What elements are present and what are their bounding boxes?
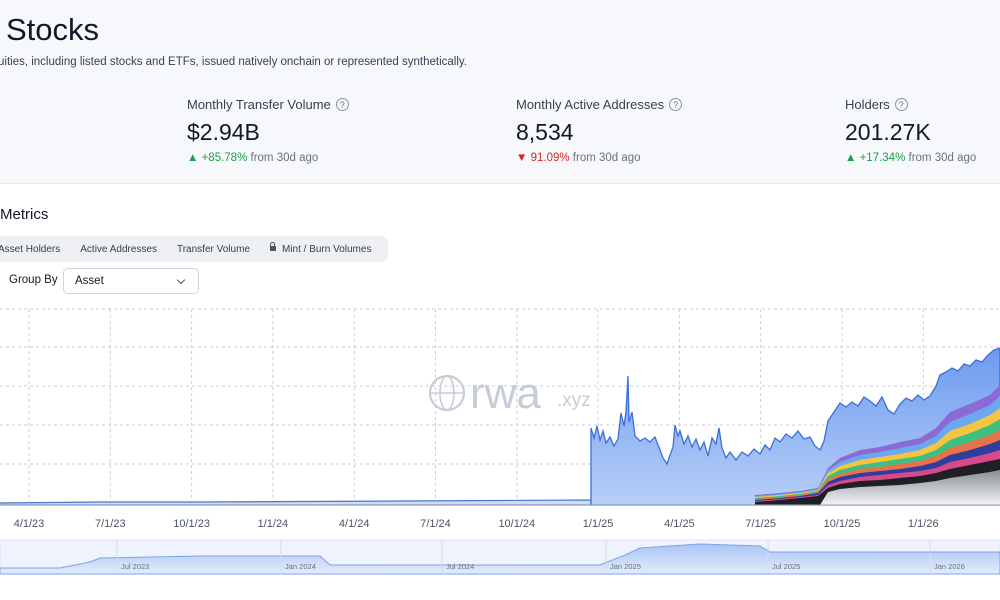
metrics-title: Metrics [0, 206, 49, 223]
help-icon[interactable]: ? [335, 98, 349, 111]
x-tick-label: 10/1/23 [173, 518, 210, 530]
x-tick-label: 1/1/26 [908, 518, 939, 530]
navigator-label: Jan 2024 [285, 562, 316, 571]
x-tick-label: 7/1/24 [420, 518, 451, 530]
tab-transfer-volume[interactable]: Transfer Volume [176, 243, 250, 255]
x-tick-label: 4/1/25 [664, 518, 695, 530]
tab-active-addresses[interactable]: Active Addresses [80, 243, 157, 255]
tab-mint-burn-volumes[interactable]: Mint / Burn Volumes [260, 241, 381, 255]
metrics-tabs: Asset Holders Active Addresses Transfer … [0, 236, 388, 262]
change-percent: ▲ +85.78% [187, 152, 248, 164]
stat-change: ▲ +17.34% from 30d ago [845, 152, 976, 164]
stat-change: ▼ 91.09% from 30d ago [516, 152, 682, 164]
x-tick-label: 10/1/24 [498, 518, 535, 530]
stat-label: Monthly Active Addresses [516, 97, 665, 112]
stacked-asset-bands [755, 385, 1000, 505]
change-suffix: from 30d ago [250, 152, 319, 164]
navigator-label: Jul 2025 [772, 562, 800, 571]
x-tick-label: 10/1/25 [824, 518, 861, 530]
navigator-area [0, 543, 1000, 575]
page-header: Stocks uities, including listed stocks a… [0, 0, 1000, 184]
rwa-watermark: rwa .xyz [428, 369, 591, 418]
help-icon[interactable]: ? [894, 98, 908, 111]
tab-label: Mint / Burn Volumes [281, 243, 372, 255]
range-navigator[interactable]: Jul 2023 Jan 2024 Jul 2024 Jan 2025 Jul 2025… [0, 539, 1000, 575]
stat-label: Holders [845, 97, 890, 112]
group-by-label: Group By [9, 274, 58, 286]
x-axis-ticks: 4/1/23 7/1/23 10/1/23 1/1/24 4/1/24 7/1/24 10/… [14, 518, 939, 530]
help-icon[interactable]: ? [669, 98, 683, 111]
x-tick-label: 4/1/24 [339, 518, 370, 530]
navigator-label: Jan 2025 [610, 562, 641, 571]
stat-holders: Holders ? 201.27K ▲ +17.34% from 30d ago [845, 97, 976, 164]
stat-value: 8,534 [516, 119, 574, 145]
stat-monthly-active-addresses: Monthly Active Addresses ? 8,534 ▼ 91.09… [516, 97, 683, 164]
x-tick-label: 1/1/24 [258, 518, 289, 530]
stat-change: ▲ +85.78% from 30d ago [187, 152, 349, 164]
x-tick-label: 4/1/23 [14, 518, 45, 530]
group-by-select[interactable]: Asset [63, 268, 199, 294]
change-suffix: from 30d ago [572, 152, 641, 164]
change-percent: ▼ 91.09% [516, 152, 570, 164]
baseline-series [0, 499, 592, 506]
stat-value: $2.94B [187, 119, 260, 145]
stat-monthly-transfer-volume: Monthly Transfer Volume ? $2.94B ▲ +85.7… [187, 97, 349, 164]
watermark-text: rwa [470, 369, 541, 418]
stat-value: 201.27K [845, 119, 931, 145]
watermark-suffix: .xyz [557, 390, 591, 411]
chevron-down-icon [176, 275, 186, 285]
navigator-label: Jan 2026 [934, 562, 965, 571]
holders-chart[interactable]: rwa .xyz 4/1/23 7/1/23 10/1/23 1/1/24 4/1/24… [0, 300, 1000, 600]
page-title: Stocks [6, 12, 100, 47]
navigator-label: Jul 2023 [121, 562, 149, 571]
change-suffix: from 30d ago [908, 152, 977, 164]
lock-icon [269, 241, 276, 251]
navigator-label: Jul 2024 [446, 562, 474, 571]
x-tick-label: 7/1/25 [745, 518, 776, 530]
tab-asset-holders[interactable]: Asset Holders [0, 243, 61, 255]
change-percent: ▲ +17.34% [845, 152, 906, 164]
page-subtitle: uities, including listed stocks and ETFs… [0, 56, 467, 68]
group-by-value: Asset [75, 275, 104, 287]
x-tick-label: 1/1/25 [583, 518, 614, 530]
stat-label: Monthly Transfer Volume [187, 97, 331, 112]
x-tick-label: 7/1/23 [95, 518, 126, 530]
